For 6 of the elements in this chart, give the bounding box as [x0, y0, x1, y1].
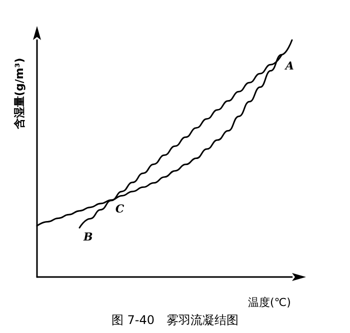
- annotation: B: [82, 230, 93, 244]
- annotation: A: [284, 59, 294, 72]
- annotation: C: [115, 202, 124, 216]
- x-axis-title: 温度(℃): [248, 296, 291, 309]
- y-axis-title: 含湿量(g/m³): [13, 58, 26, 130]
- text: 图 7-40 雾羽流凝结图: [111, 313, 239, 327]
